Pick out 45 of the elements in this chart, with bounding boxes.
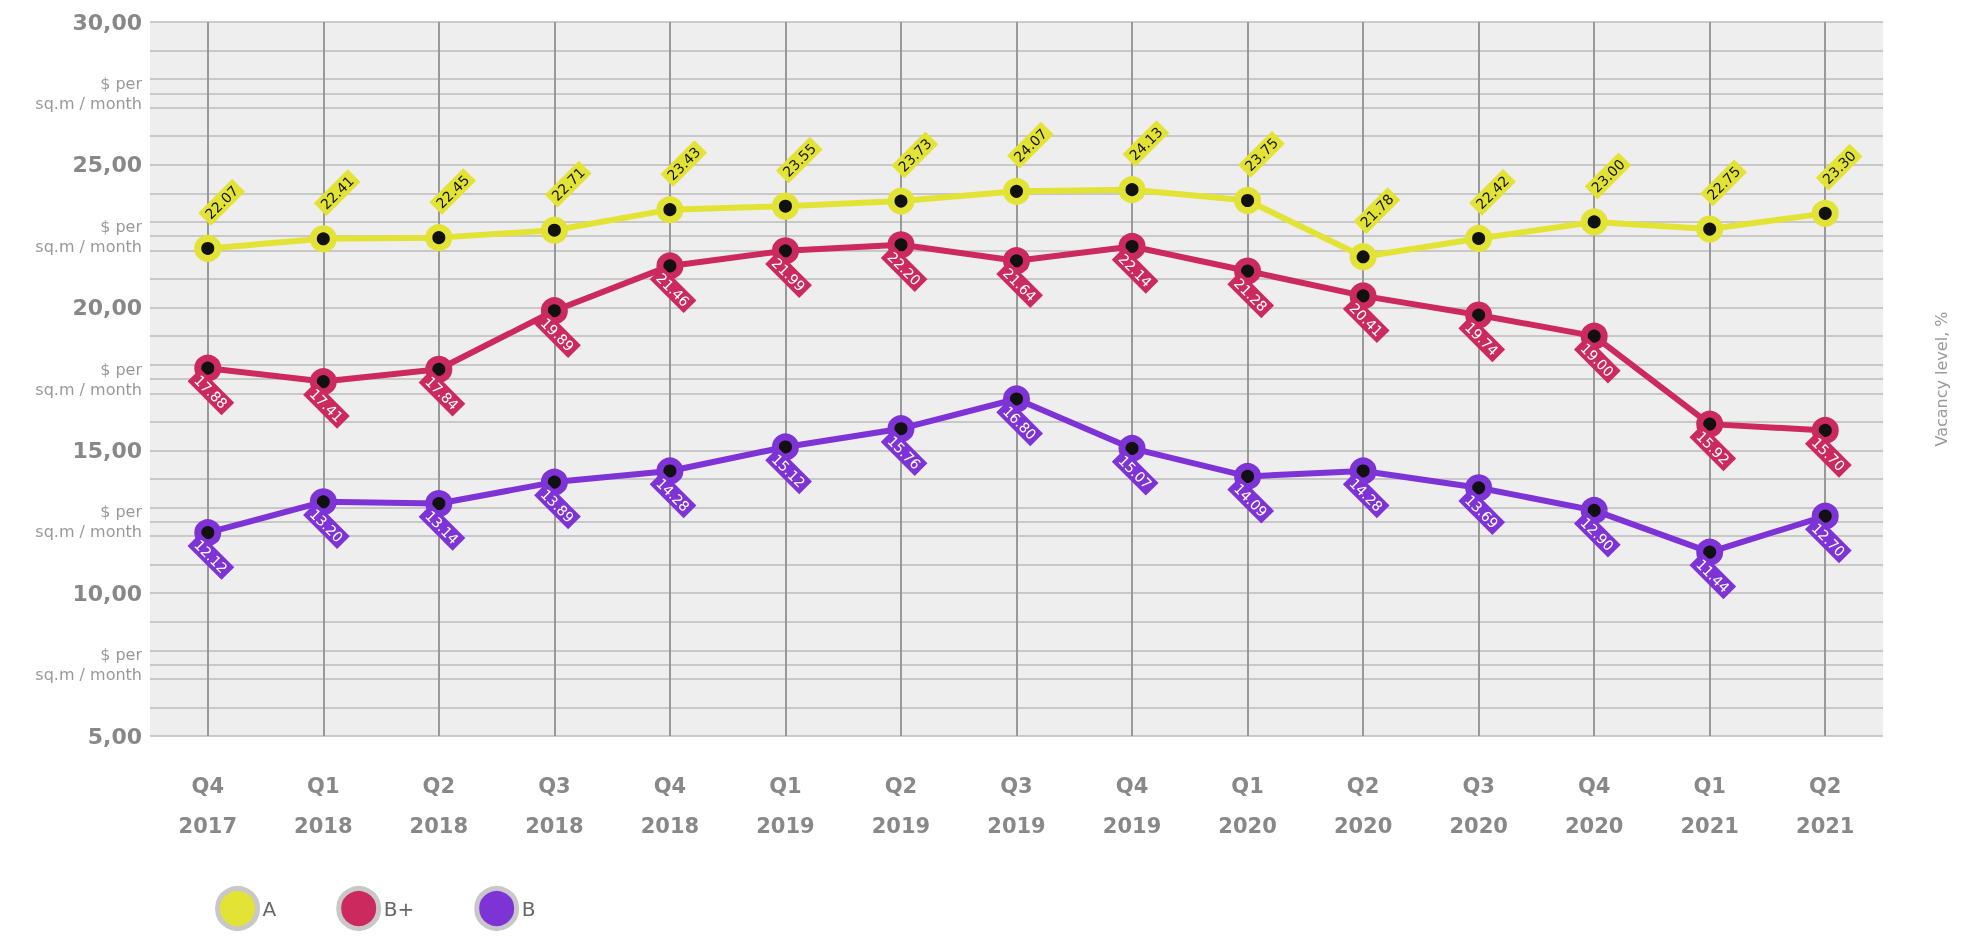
y-tick-label: $ per sq.m / month <box>35 359 143 399</box>
x-tick-label: Q2 2020 <box>1333 774 1393 838</box>
y-tick-label: $ per sq.m / month <box>35 502 143 542</box>
x-tick-label: Q2 2021 <box>1796 774 1855 838</box>
x-tick-label: Q4 2018 <box>640 774 700 838</box>
y2-axis-title: Vacancy level, % <box>1931 311 1951 447</box>
y-tick-label: 20,00 <box>72 295 142 321</box>
x-tick-label: Q4 2017 <box>178 774 237 838</box>
x-tick-label: Q4 2019 <box>1102 774 1162 838</box>
point <box>1696 215 1724 243</box>
x-tick-label: Q3 2020 <box>1449 774 1508 838</box>
point <box>309 225 337 253</box>
point <box>1465 224 1493 252</box>
y-tick-label: 5,00 <box>87 723 142 749</box>
x-tick-label: Q1 2021 <box>1680 774 1739 838</box>
x-tick-label: Q1 2018 <box>294 774 353 838</box>
point <box>1580 208 1608 236</box>
point <box>194 234 222 262</box>
y-tick-label: 25,00 <box>72 152 142 178</box>
point <box>1003 177 1030 205</box>
point <box>1811 199 1839 227</box>
point <box>540 216 568 244</box>
point <box>1118 176 1146 204</box>
y-tick-label: $ per sq.m / month <box>35 645 143 685</box>
point <box>656 196 684 224</box>
y-tick-label: $ per sq.m / month <box>35 216 143 256</box>
y-tick-label: 10,00 <box>72 580 142 606</box>
legend-label: B <box>521 896 536 921</box>
y-tick-label: $ per sq.m / month <box>35 73 143 113</box>
point <box>1234 187 1262 214</box>
point <box>1349 243 1377 271</box>
x-tick-label: Q4 2020 <box>1564 774 1624 838</box>
x-tick-label: Q2 2019 <box>871 774 931 838</box>
point <box>887 187 915 215</box>
point <box>425 224 453 252</box>
x-tick-label: Q1 2019 <box>756 774 815 838</box>
x-tick-label: Q3 2019 <box>987 774 1046 838</box>
x-tick-label: Q2 2018 <box>409 774 469 838</box>
y-tick-label: 30,00 <box>72 9 142 35</box>
point <box>771 192 799 220</box>
x-tick-label: Q1 2020 <box>1218 774 1277 838</box>
x-tick-label: Q3 2018 <box>525 774 584 838</box>
legend-label: A <box>262 896 277 921</box>
legend-label: B+ <box>383 896 415 921</box>
y-tick-label: 15,00 <box>72 437 142 463</box>
